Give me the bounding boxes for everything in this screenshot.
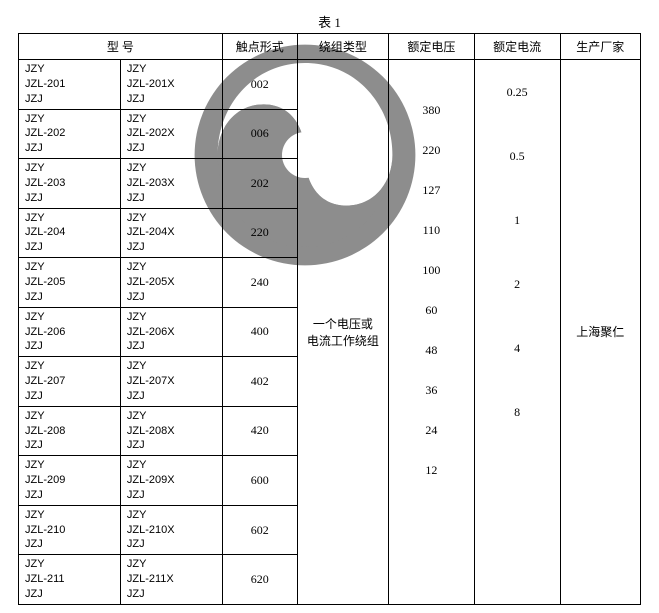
contact-cell: 602: [222, 505, 297, 555]
current-value: 0.25: [475, 60, 560, 124]
voltage-value: 127: [389, 170, 474, 210]
model-cell-a: JZYJZL-201JZJ: [19, 60, 121, 110]
model-cell-b: JZYJZL-208XJZJ: [120, 406, 222, 456]
voltage-value: 220: [389, 130, 474, 170]
model-cell-a: JZYJZL-204JZJ: [19, 208, 121, 258]
model-cell-a: JZYJZL-207JZJ: [19, 357, 121, 407]
model-cell-a: JZYJZL-208JZJ: [19, 406, 121, 456]
current-value: 2: [475, 252, 560, 316]
model-cell-a: JZYJZL-205JZJ: [19, 258, 121, 308]
voltage-value: 110: [389, 210, 474, 250]
contact-cell: 220: [222, 208, 297, 258]
model-cell-b: JZYJZL-210XJZJ: [120, 505, 222, 555]
contact-cell: 240: [222, 258, 297, 308]
table-row: JZYJZL-201JZJJZYJZL-201XJZJ002一个电压或电流工作绕…: [19, 60, 641, 110]
voltage-value: 24: [389, 410, 474, 450]
header-model: 型 号: [19, 34, 223, 60]
model-cell-b: JZYJZL-211XJZJ: [120, 555, 222, 605]
header-current: 额定电流: [474, 34, 560, 60]
winding-cell: 一个电压或电流工作绕组: [297, 60, 388, 605]
voltage-value: 48: [389, 330, 474, 370]
model-cell-a: JZYJZL-209JZJ: [19, 456, 121, 506]
current-cell: 0.250.51248: [474, 60, 560, 605]
contact-cell: 002: [222, 60, 297, 110]
model-cell-b: JZYJZL-203XJZJ: [120, 159, 222, 209]
voltage-value: 100: [389, 250, 474, 290]
model-cell-a: JZYJZL-210JZJ: [19, 505, 121, 555]
model-cell-a: JZYJZL-211JZJ: [19, 555, 121, 605]
contact-cell: 420: [222, 406, 297, 456]
voltage-value: 12: [389, 450, 474, 490]
model-cell-a: JZYJZL-206JZJ: [19, 307, 121, 357]
contact-cell: 202: [222, 159, 297, 209]
model-cell-b: JZYJZL-202XJZJ: [120, 109, 222, 159]
maker-cell: 上海聚仁: [560, 60, 640, 605]
current-value: 1: [475, 188, 560, 252]
model-cell-b: JZYJZL-207XJZJ: [120, 357, 222, 407]
contact-cell: 402: [222, 357, 297, 407]
model-cell-b: JZYJZL-204XJZJ: [120, 208, 222, 258]
model-cell-a: JZYJZL-202JZJ: [19, 109, 121, 159]
voltage-value: 60: [389, 290, 474, 330]
voltage-value: 380: [389, 90, 474, 130]
model-cell-a: JZYJZL-203JZJ: [19, 159, 121, 209]
spec-table: 型 号 触点形式 绕组类型 额定电压 额定电流 生产厂家 JZYJZL-201J…: [18, 33, 641, 605]
model-cell-b: JZYJZL-205XJZJ: [120, 258, 222, 308]
header-voltage: 额定电压: [388, 34, 474, 60]
table-caption: 表 1: [18, 12, 641, 31]
contact-cell: 400: [222, 307, 297, 357]
header-maker: 生产厂家: [560, 34, 640, 60]
model-cell-b: JZYJZL-201XJZJ: [120, 60, 222, 110]
voltage-value: 36: [389, 370, 474, 410]
voltage-cell: 3802201271101006048362412: [388, 60, 474, 605]
current-value: 0.5: [475, 124, 560, 188]
contact-cell: 600: [222, 456, 297, 506]
table-header-row: 型 号 触点形式 绕组类型 额定电压 额定电流 生产厂家: [19, 34, 641, 60]
contact-cell: 006: [222, 109, 297, 159]
model-cell-b: JZYJZL-206XJZJ: [120, 307, 222, 357]
current-value: 4: [475, 316, 560, 380]
current-value: 8: [475, 380, 560, 444]
contact-cell: 620: [222, 555, 297, 605]
header-winding: 绕组类型: [297, 34, 388, 60]
header-contact: 触点形式: [222, 34, 297, 60]
model-cell-b: JZYJZL-209XJZJ: [120, 456, 222, 506]
